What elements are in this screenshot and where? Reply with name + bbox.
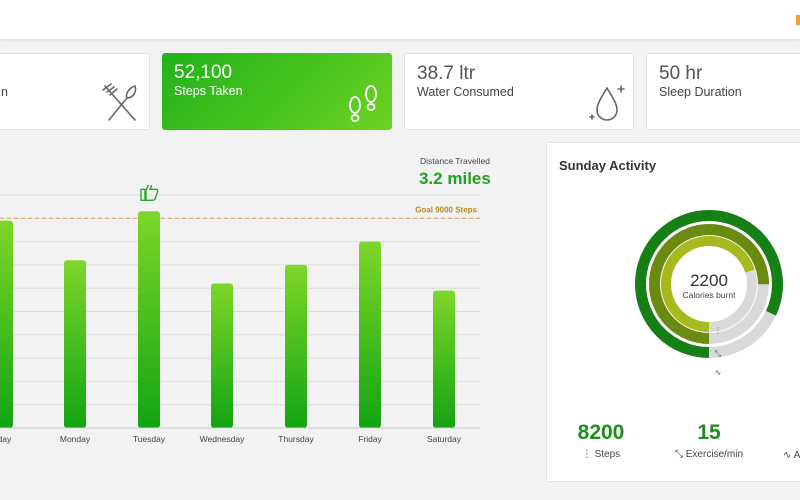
stat-card-calories[interactable]: n xyxy=(0,53,150,130)
bar-wednesday xyxy=(211,283,233,428)
calories-burnt-value: 2200 xyxy=(690,271,728,290)
sleep-value: 50 hr xyxy=(659,63,703,84)
water-label: Water Consumed xyxy=(417,85,514,99)
goal-label: Goal 9000 Steps xyxy=(415,205,477,214)
bar-friday xyxy=(359,241,381,428)
sunday-activity-card: Sunday Activity ∿ ⤡ ⋮ 2200 Calories burnt … xyxy=(546,142,800,482)
calories-burnt-label: Calories burnt xyxy=(682,290,736,300)
bar-tuesday xyxy=(138,211,160,428)
distance-value: 3.2 miles xyxy=(419,169,491,188)
ring-progress-steps xyxy=(635,210,783,358)
activity-ring-chart: ∿ ⤡ ⋮ xyxy=(635,210,783,377)
metric-exercise: 15 ⤡ Exercise/min xyxy=(669,421,749,460)
calories-label: n xyxy=(1,85,8,99)
distance-label: Distance Travelled xyxy=(420,156,490,166)
metric-active: ∿ A xyxy=(783,421,800,461)
x-tick-label: Thursday xyxy=(278,434,314,444)
dumbbell-icon: ⤡ xyxy=(715,349,722,358)
metric-steps: 8200 ⋮ Steps xyxy=(571,421,631,460)
x-tick-label: Tuesday xyxy=(133,434,166,444)
bar-nday xyxy=(0,220,13,428)
steps-label: Steps Taken xyxy=(174,84,243,98)
top-bar xyxy=(0,0,800,40)
weekly-steps-bar-chart: Goal 9000 Steps nday Monday Tuesday Wednesda… xyxy=(0,185,480,444)
water-drop-icon xyxy=(589,82,629,129)
metric-steps-value: 8200 xyxy=(577,421,625,444)
metric-active-label: A xyxy=(793,450,800,461)
stat-card-steps[interactable]: 52,100 Steps Taken xyxy=(162,53,392,130)
sleep-label: Sleep Duration xyxy=(659,85,742,99)
metric-exercise-label: Exercise/min xyxy=(685,449,744,460)
pulse-icon: ∿ xyxy=(783,450,792,461)
footprints-icon: ⋮ xyxy=(581,449,592,460)
bar-saturday xyxy=(433,290,455,428)
fork-knife-icon xyxy=(101,82,141,129)
activity-title: Sunday Activity xyxy=(559,158,657,173)
water-value: 38.7 ltr xyxy=(417,63,476,84)
x-tick-label: Saturday xyxy=(427,434,462,444)
bar-thursday xyxy=(285,264,307,428)
stat-card-sleep[interactable]: 50 hr Sleep Duration xyxy=(646,53,800,130)
footprints-icon xyxy=(346,83,382,128)
bar-monday xyxy=(64,260,86,428)
x-tick-label: Friday xyxy=(358,434,382,444)
notification-indicator[interactable] xyxy=(796,15,800,25)
x-tick-label: Monday xyxy=(60,434,91,444)
thumbs-up-icon xyxy=(140,185,159,202)
footprints-icon: ⋮ xyxy=(714,326,722,335)
metric-exercise-value: 15 xyxy=(697,421,721,444)
x-tick-label: Wednesday xyxy=(200,434,245,444)
x-tick-label: nday xyxy=(0,434,12,444)
ring-progress-exercise xyxy=(649,224,769,344)
pulse-icon: ∿ xyxy=(715,368,722,377)
stat-card-water[interactable]: 38.7 ltr Water Consumed xyxy=(404,53,634,130)
ring-progress-active xyxy=(661,236,757,332)
metric-steps-label: Steps xyxy=(594,449,621,460)
dumbbell-icon: ⤡ xyxy=(674,449,683,460)
steps-value: 52,100 xyxy=(174,62,233,83)
